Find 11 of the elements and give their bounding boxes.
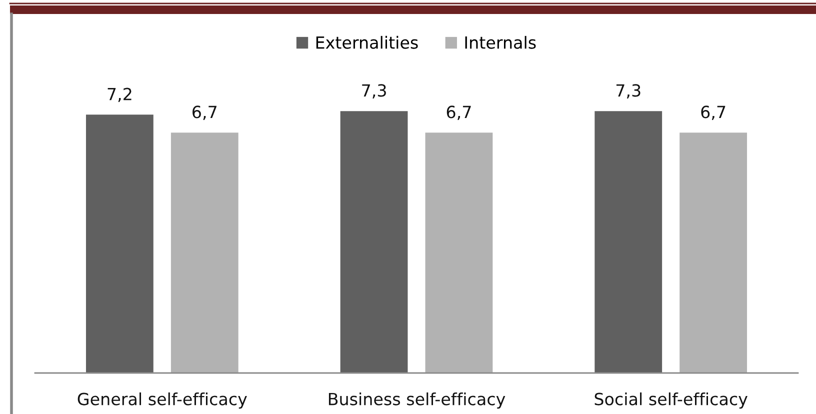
data-label: 6,7 [192,106,216,120]
data-label: 7,2 [108,88,132,102]
x-tick-label: Social self-efficacy [594,392,748,409]
data-label: 7,3 [616,84,640,98]
data-label: 6,7 [701,106,726,120]
x-tick-label: General self-efficacy [78,392,247,409]
legend-label: Externalities [316,36,418,49]
data-label: 7,3 [362,84,386,98]
legend-label: Internals [465,36,536,49]
x-tick-label: Business self-efficacy [328,392,506,409]
data-label: 6,7 [446,106,471,120]
